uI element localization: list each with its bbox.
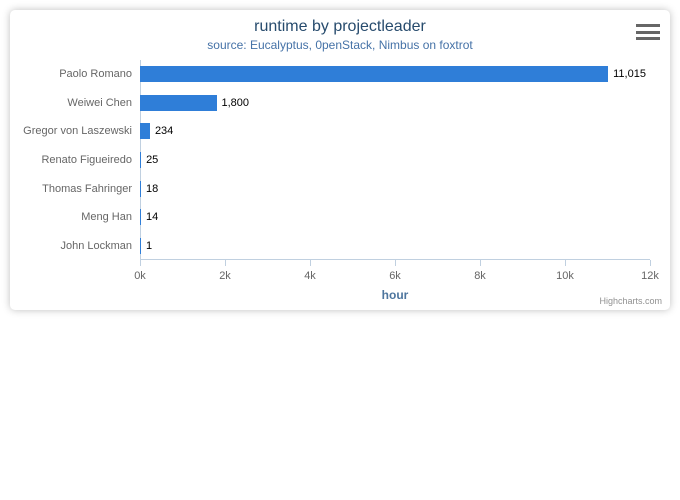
x-tick (565, 260, 566, 266)
x-axis-title: hour (382, 288, 409, 302)
bar[interactable] (140, 123, 150, 139)
bar[interactable] (140, 238, 141, 254)
x-tick-label: 0k (134, 270, 146, 282)
category-label: Meng Han (81, 211, 140, 223)
bar[interactable] (140, 181, 141, 197)
bar[interactable] (140, 95, 217, 111)
bar-value-label: 14 (146, 211, 158, 223)
chart-title: runtime by projectleader (10, 10, 670, 36)
x-tick-label: 6k (389, 270, 401, 282)
x-tick (395, 260, 396, 266)
chart-subtitle: source: Eucalyptus, 0penStack, Nimbus on… (10, 36, 670, 52)
hamburger-menu-icon[interactable] (636, 22, 660, 42)
category-label: John Lockman (60, 240, 140, 252)
x-tick (480, 260, 481, 266)
x-tick (140, 260, 141, 266)
x-tick-label: 2k (219, 270, 231, 282)
category-label: Thomas Fahringer (42, 183, 140, 195)
bar-value-label: 18 (146, 183, 158, 195)
x-tick-label: 12k (641, 270, 659, 282)
bar-value-label: 1,800 (222, 97, 250, 109)
category-label: Renato Figueiredo (41, 154, 140, 166)
category-label: Paolo Romano (59, 68, 140, 80)
bar-value-label: 25 (146, 154, 158, 166)
x-tick (225, 260, 226, 266)
bar[interactable] (140, 209, 141, 225)
bar-value-label: 11,015 (613, 68, 646, 80)
chart-container: runtime by projectleader source: Eucalyp… (10, 10, 670, 310)
credits-link[interactable]: Highcharts.com (599, 296, 662, 306)
x-tick-label: 10k (556, 270, 574, 282)
x-tick-label: 4k (304, 270, 316, 282)
bar[interactable] (140, 66, 608, 82)
x-tick (650, 260, 651, 266)
plot-area: Paolo Romano11,015Weiwei Chen1,800Gregor… (140, 60, 650, 260)
bar[interactable] (140, 152, 141, 168)
bar-value-label: 1 (146, 240, 152, 252)
bar-value-label: 234 (155, 125, 173, 137)
x-tick (310, 260, 311, 266)
category-label: Gregor von Laszewski (23, 125, 140, 137)
category-label: Weiwei Chen (67, 97, 140, 109)
x-tick-label: 8k (474, 270, 486, 282)
